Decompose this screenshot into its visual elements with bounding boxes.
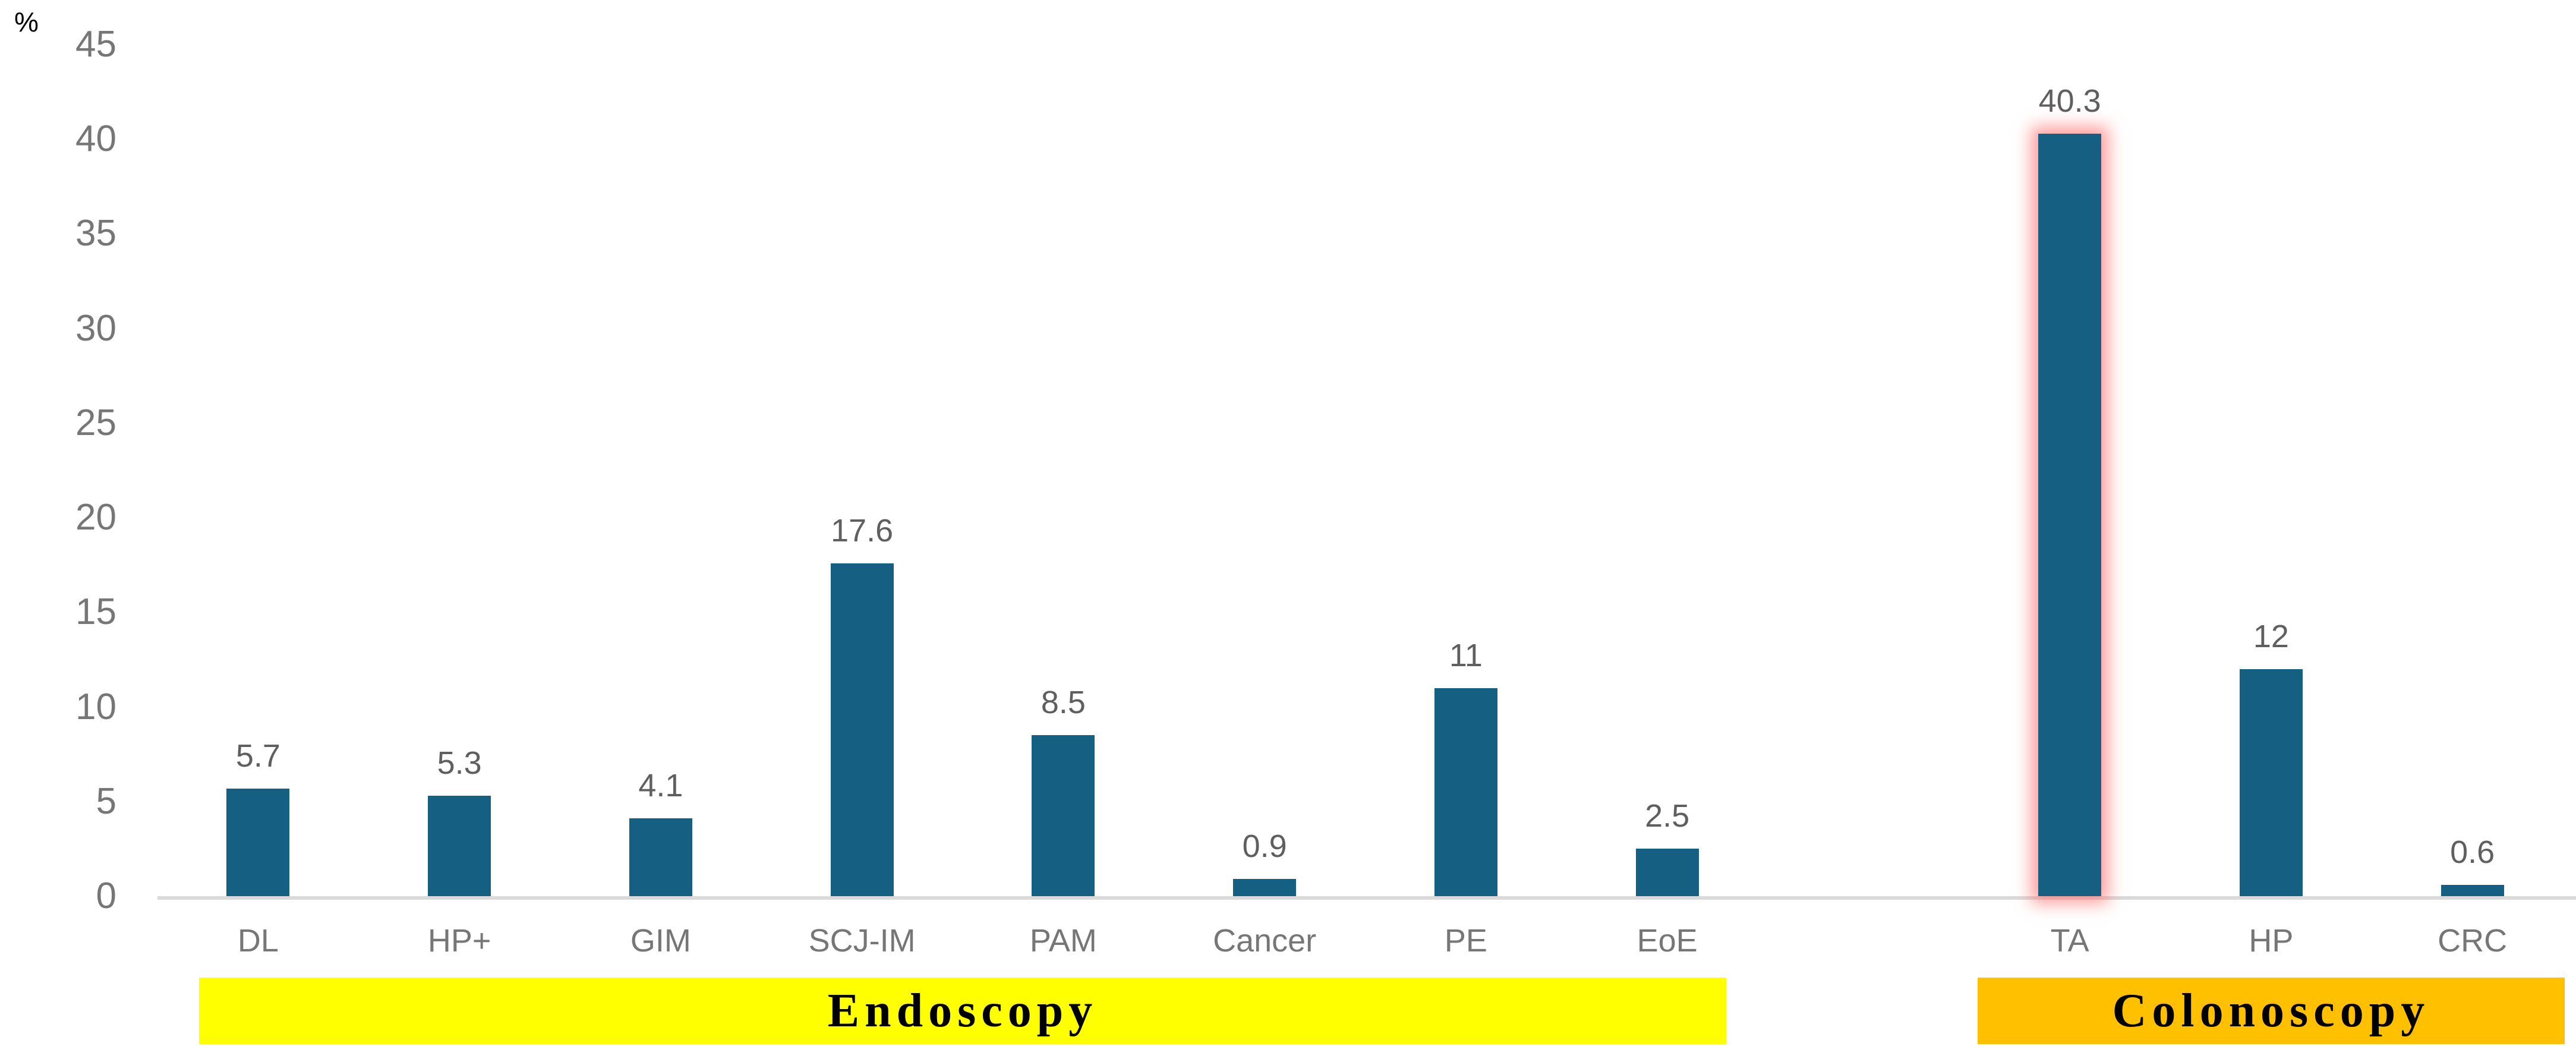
value-label-PE: 11: [1449, 637, 1483, 673]
y-axis-unit-label: %: [14, 7, 39, 37]
category-label-PE: PE: [1444, 923, 1487, 959]
bar-DL[interactable]: [226, 788, 290, 896]
bar-PAM[interactable]: [1032, 735, 1095, 896]
category-label-HP+: HP+: [427, 923, 491, 959]
y-tick-10: 10: [75, 686, 116, 727]
bar-EoE[interactable]: [1635, 849, 1699, 896]
bar-HP[interactable]: [2239, 669, 2303, 896]
bar-slot-Cancer: 0.9: [1164, 45, 1366, 896]
bar-TA[interactable]: [2038, 133, 2102, 896]
value-label-DL: 5.7: [235, 737, 280, 774]
category-label-TA: TA: [2050, 923, 2089, 959]
value-label-HP+: 5.3: [437, 745, 482, 781]
bar-slot-SCJ-IM: 17.6: [761, 45, 963, 896]
bar-slot-PAM: 8.5: [963, 45, 1164, 896]
bar-CRC[interactable]: [2441, 884, 2504, 896]
category-label-SCJ-IM: SCJ-IM: [808, 923, 916, 959]
value-label-HP: 12: [2253, 618, 2289, 654]
category-label-PAM: PAM: [1029, 923, 1097, 959]
y-tick-35: 35: [75, 213, 116, 254]
category-label-CRC: CRC: [2438, 923, 2508, 959]
bar-slot-EoE: 2.5: [1566, 45, 1768, 896]
group-label-endoscopy: Endoscopy: [827, 985, 1098, 1037]
y-tick-0: 0: [96, 875, 116, 916]
y-tick-20: 20: [75, 497, 116, 538]
bar-slot-DL: 5.7: [157, 45, 359, 896]
category-label-DL: DL: [237, 923, 279, 959]
bar-HP+[interactable]: [428, 796, 491, 896]
bar-slot-HP: 12: [2171, 45, 2372, 896]
y-tick-45: 45: [75, 24, 116, 65]
value-label-SCJ-IM: 17.6: [831, 512, 894, 549]
y-tick-30: 30: [75, 307, 116, 349]
value-label-CRC: 0.6: [2450, 834, 2495, 870]
category-label-HP: HP: [2249, 923, 2294, 959]
y-tick-40: 40: [75, 118, 116, 160]
bar-SCJ-IM[interactable]: [830, 563, 894, 896]
value-label-GIM: 4.1: [638, 768, 683, 804]
category-label-Cancer: Cancer: [1213, 923, 1317, 959]
bar-slot-GIM: 4.1: [560, 45, 762, 896]
bar-slot-HP+: 5.3: [359, 45, 560, 896]
value-label-EoE: 2.5: [1645, 798, 1690, 834]
y-tick-5: 5: [96, 780, 116, 822]
bar-slot-PE: 11: [1366, 45, 1567, 896]
bar-PE[interactable]: [1434, 688, 1497, 896]
group-box-colonoscopy[interactable]: Colonoscopy: [1977, 978, 2565, 1044]
y-tick-25: 25: [75, 402, 116, 443]
bar-slot-CRC: 0.6: [2372, 45, 2573, 896]
value-label-Cancer: 0.9: [1242, 828, 1287, 865]
group-label-colonoscopy: Colonoscopy: [2112, 985, 2430, 1037]
group-box-endoscopy[interactable]: Endoscopy: [199, 978, 1726, 1044]
value-label-TA: 40.3: [2038, 83, 2101, 119]
value-label-PAM: 8.5: [1041, 685, 1086, 721]
y-tick-15: 15: [75, 591, 116, 633]
y-axis-tick-labels: 45 40 35 30 25 20 15 10 5 0: [0, 0, 116, 1059]
bar-GIM[interactable]: [629, 818, 692, 896]
category-label-GIM: GIM: [630, 923, 691, 959]
bar-Cancer[interactable]: [1233, 879, 1297, 896]
category-label-EoE: EoE: [1637, 923, 1698, 959]
bar-slot-TA: 40.3: [1969, 45, 2171, 896]
x-axis-line: [157, 896, 2576, 900]
